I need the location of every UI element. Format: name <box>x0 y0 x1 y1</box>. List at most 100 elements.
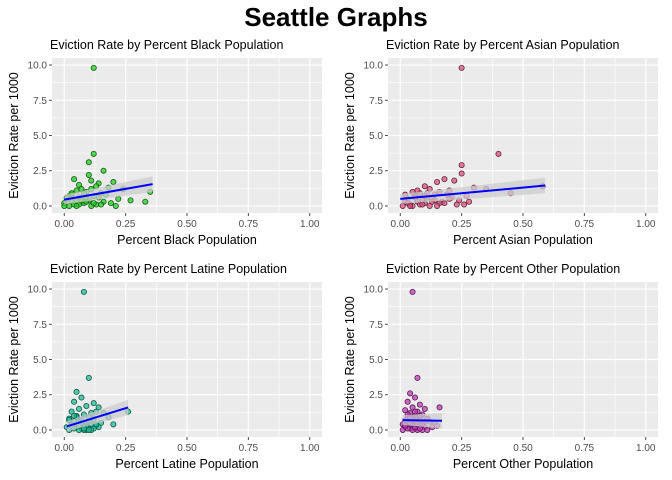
data-point <box>85 374 92 381</box>
x-tick-label: 0.75 <box>575 219 595 230</box>
x-tick-label: 0.25 <box>452 219 472 230</box>
data-point <box>98 201 105 208</box>
data-point <box>411 394 418 401</box>
y-tick-label: 7.5 <box>369 96 383 107</box>
trend-line <box>402 419 443 422</box>
x-tick-label: 0.00 <box>391 219 411 230</box>
data-point <box>416 401 423 408</box>
data-point <box>409 288 416 295</box>
confidence-band <box>64 176 153 205</box>
y-tick-label: 10.0 <box>364 285 384 296</box>
data-point <box>76 405 83 412</box>
data-point <box>88 177 95 184</box>
y-tick-label: 5.0 <box>369 131 383 142</box>
x-axis-label: Percent Black Population <box>117 233 257 247</box>
data-point <box>90 400 97 407</box>
y-axis-label: Eviction Rate per 1000 <box>343 72 357 199</box>
data-point <box>451 177 458 184</box>
x-tick-label: 0.00 <box>55 443 75 454</box>
data-point <box>90 150 97 157</box>
y-tick-label: 0.0 <box>33 201 47 212</box>
chart-title: Eviction Rate by Percent Black Populatio… <box>50 38 284 52</box>
data-point <box>115 195 122 202</box>
data-point <box>142 198 149 205</box>
y-tick-label: 5.0 <box>33 131 47 142</box>
data-point <box>80 288 87 295</box>
x-axis-label: Percent Other Population <box>453 457 593 471</box>
y-tick-label: 7.5 <box>33 96 47 107</box>
data-point <box>71 398 78 405</box>
data-point <box>107 200 114 207</box>
data-point <box>110 178 117 185</box>
x-tick-label: 0.25 <box>452 443 472 454</box>
y-tick-label: 10.0 <box>28 61 48 72</box>
data-point <box>112 202 119 209</box>
figure-title: Seattle Graphs <box>244 2 428 32</box>
data-point <box>85 171 92 178</box>
data-point <box>83 402 90 409</box>
x-axis-label: Percent Latine Population <box>115 457 258 471</box>
x-tick-label: 1.00 <box>300 219 320 230</box>
trend-line <box>400 184 546 200</box>
x-tick-label: 0.50 <box>177 443 197 454</box>
data-point <box>434 178 441 185</box>
x-tick-label: 0.25 <box>116 219 136 230</box>
data-point <box>453 201 460 208</box>
data-point <box>407 202 414 209</box>
y-axis-label: Eviction Rate per 1000 <box>343 296 357 423</box>
y-tick-label: 0.0 <box>369 201 383 212</box>
chart-panel-4: 0.00 0.25 0.50 0.75 1.000.02.55.07.510.0Evic… <box>343 262 658 471</box>
data-point <box>458 64 465 71</box>
chart-panel-1: 0.00 0.25 0.50 0.75 1.000.02.55.07.510.0Evic… <box>7 38 322 247</box>
y-tick-label: 10.0 <box>364 61 384 72</box>
x-tick-label: 1.00 <box>636 219 656 230</box>
data-point <box>436 404 443 411</box>
data-point <box>434 202 441 209</box>
data-point <box>421 183 428 190</box>
data-point <box>399 202 406 209</box>
data-point <box>90 200 97 207</box>
trend-line <box>66 406 129 428</box>
x-tick-label: 0.00 <box>55 219 75 230</box>
y-tick-label: 0.0 <box>369 425 383 436</box>
chart-title: Eviction Rate by Percent Latine Populati… <box>50 262 287 276</box>
data-point <box>414 374 421 381</box>
y-tick-label: 2.5 <box>33 390 47 401</box>
data-point <box>73 388 80 395</box>
y-tick-label: 0.0 <box>33 425 47 436</box>
data-point <box>85 159 92 166</box>
y-tick-label: 2.5 <box>369 390 383 401</box>
x-tick-label: 0.75 <box>575 443 595 454</box>
data-point <box>85 426 92 433</box>
data-point <box>71 412 78 419</box>
data-point <box>458 170 465 177</box>
y-axis-label: Eviction Rate per 1000 <box>7 72 21 199</box>
x-tick-label: 1.00 <box>300 443 320 454</box>
x-tick-label: 0.50 <box>513 443 533 454</box>
data-point <box>441 176 448 183</box>
y-tick-label: 7.5 <box>33 320 47 331</box>
x-tick-label: 0.25 <box>116 443 136 454</box>
y-tick-label: 5.0 <box>369 355 383 366</box>
data-point <box>407 390 414 397</box>
chart-title: Eviction Rate by Percent Other Populatio… <box>386 262 620 276</box>
data-point <box>465 198 472 205</box>
data-point <box>78 394 85 401</box>
data-point <box>110 421 117 428</box>
trend-line <box>64 183 153 201</box>
data-point <box>458 162 465 169</box>
data-point <box>461 201 468 208</box>
x-tick-label: 0.75 <box>239 443 259 454</box>
y-tick-label: 2.5 <box>33 166 47 177</box>
data-point <box>90 64 97 71</box>
x-tick-label: 0.75 <box>239 219 259 230</box>
y-tick-label: 5.0 <box>33 355 47 366</box>
data-point <box>419 201 426 208</box>
chart-title: Eviction Rate by Percent Asian Populatio… <box>386 38 620 52</box>
data-point <box>66 202 73 209</box>
data-point <box>421 405 428 412</box>
data-point <box>411 408 418 415</box>
data-point <box>424 426 431 433</box>
